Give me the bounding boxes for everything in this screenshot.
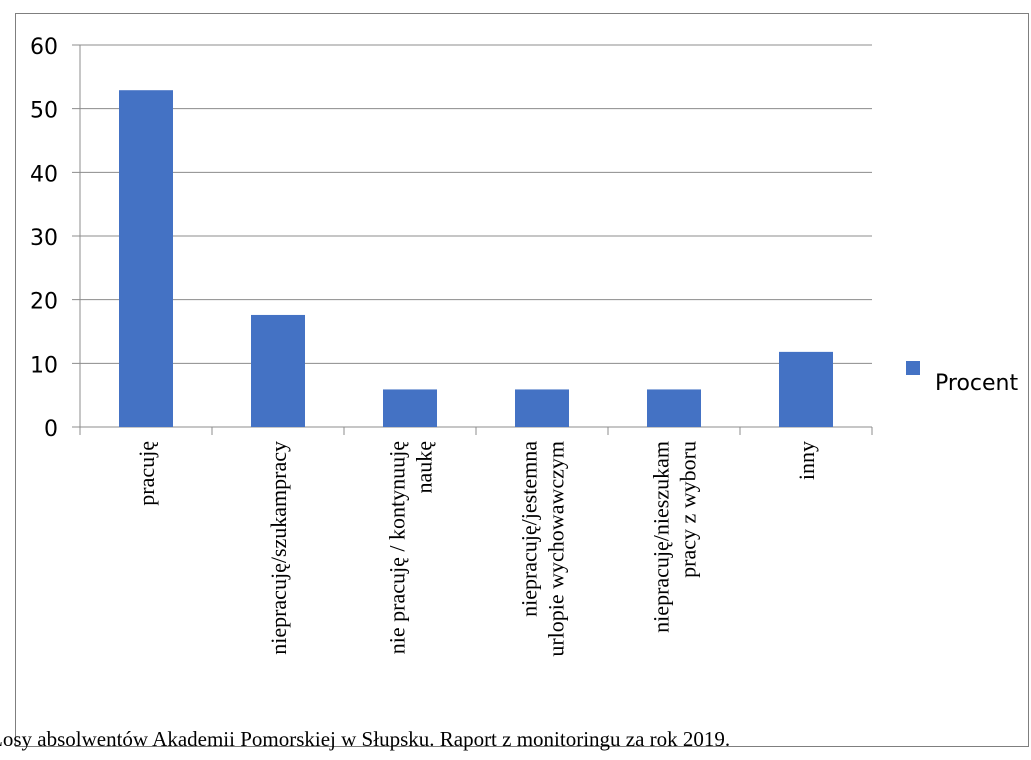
x-tick-label-0-line-0: pracuję — [134, 441, 159, 506]
y-tick-label-0: 0 — [44, 417, 58, 442]
legend-label: Procent — [935, 371, 1018, 396]
x-tick-label-1: niepracuję/szukampracy — [266, 441, 291, 655]
y-tick-label-50: 50 — [30, 99, 58, 124]
figure-caption: Losy absolwentów Akademii Pomorskiej w S… — [0, 727, 731, 751]
x-tick-label-0: pracuję — [134, 441, 159, 506]
x-tick-label-3-line-0: niepracuję/jestemna — [517, 441, 542, 617]
bar-5 — [779, 351, 833, 427]
y-tick-label-30: 30 — [30, 226, 58, 251]
bar-4 — [647, 389, 701, 427]
x-tick-label-3: niepracuję/jestemna urlopie wychowawczym — [517, 441, 569, 657]
y-tick-label-20: 20 — [30, 290, 58, 315]
x-tick-label-5-line-0: inny — [794, 441, 819, 480]
x-tick-label-4: niepracuję/nieszukam pracy z wyboru — [649, 441, 701, 633]
x-tick-label-3-line-1: urlopie wychowawczym — [544, 441, 569, 657]
x-tick-label-2-line-0: nie pracuję / kontynuuję — [385, 441, 410, 654]
y-tick-label-10: 10 — [30, 353, 58, 378]
x-tick-label-1-line-0: niepracuję/szukampracy — [266, 441, 291, 655]
y-tick-label-60: 60 — [30, 35, 58, 60]
chart-frame — [15, 13, 1029, 747]
bar-0 — [119, 90, 173, 427]
bar-1 — [251, 314, 305, 427]
legend-swatch — [906, 361, 920, 375]
x-tick-label-4-line-1: pracy z wyboru — [676, 441, 701, 578]
bar-2 — [383, 389, 437, 427]
y-tick-label-40: 40 — [30, 162, 58, 187]
x-tick-label-2-line-1: naukę — [412, 441, 437, 494]
x-tick-label-5: inny — [794, 441, 819, 480]
x-tick-label-4-line-0: niepracuję/nieszukam — [649, 441, 674, 633]
x-tick-label-2: nie pracuję / kontynuuję naukę — [385, 441, 437, 654]
bar-3 — [515, 389, 569, 427]
